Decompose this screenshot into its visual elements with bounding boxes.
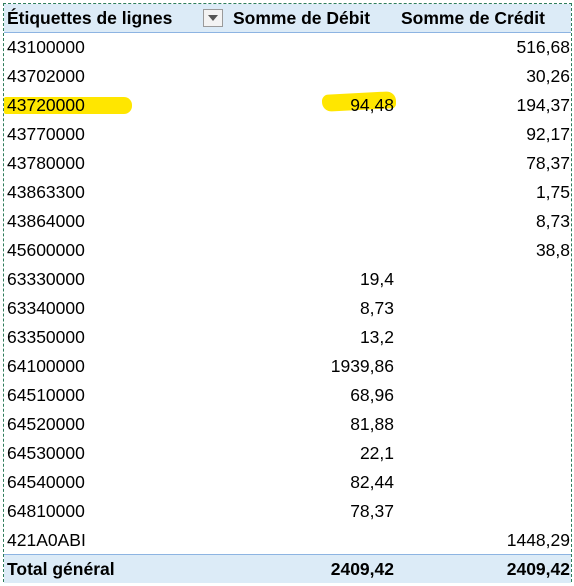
row-label-cell[interactable]: 43100000 — [7, 37, 85, 57]
credit-cell[interactable] — [399, 265, 570, 294]
credit-cell[interactable]: 78,37 — [526, 153, 570, 173]
table-row[interactable]: 43864000 8,73 — [4, 207, 571, 236]
row-label-cell[interactable]: 63350000 — [7, 327, 85, 347]
header-sum-credit[interactable]: Somme de Crédit — [401, 8, 545, 28]
header-row-labels[interactable]: Étiquettes de lignes — [7, 8, 173, 28]
row-label-cell[interactable]: 43780000 — [7, 153, 85, 173]
row-label-cell[interactable]: 63340000 — [7, 298, 85, 318]
credit-cell[interactable] — [399, 352, 570, 381]
credit-cell[interactable]: 1448,29 — [506, 530, 570, 550]
credit-cell[interactable]: 38,8 — [535, 240, 570, 260]
table-row[interactable]: 64100000 1939,86 — [4, 352, 571, 381]
grand-total-label: Total général — [7, 559, 115, 579]
debit-cell[interactable]: 68,96 — [350, 385, 394, 405]
row-label-cell[interactable]: 64510000 — [7, 385, 85, 405]
dropdown-arrow-icon — [208, 15, 218, 21]
row-label-cell[interactable]: 43864000 — [7, 211, 85, 231]
debit-cell[interactable]: 81,88 — [350, 414, 394, 434]
table-row[interactable]: 43780000 78,37 — [4, 149, 571, 178]
table-row[interactable]: 64540000 82,44 — [4, 468, 571, 497]
debit-cell[interactable]: 1939,86 — [330, 356, 394, 376]
row-label-cell[interactable]: 64100000 — [7, 356, 85, 376]
credit-cell[interactable]: 516,68 — [516, 37, 570, 57]
debit-cell[interactable] — [230, 149, 394, 178]
pivot-header-row: Étiquettes de lignes Somme de Débit Somm… — [4, 4, 571, 33]
credit-cell[interactable]: 30,26 — [526, 66, 570, 86]
debit-cell[interactable]: 8,73 — [359, 298, 394, 318]
row-labels-filter-button[interactable] — [203, 9, 223, 27]
row-label-cell[interactable]: 43702000 — [7, 66, 85, 86]
row-label-cell[interactable]: 64530000 — [7, 443, 85, 463]
credit-cell[interactable]: 92,17 — [526, 124, 570, 144]
debit-cell[interactable]: 82,44 — [350, 472, 394, 492]
debit-cell[interactable] — [230, 33, 394, 62]
table-row[interactable]: 63330000 19,4 — [4, 265, 571, 294]
row-label-cell[interactable]: 421A0ABI — [7, 530, 86, 550]
table-row[interactable]: 43770000 92,17 — [4, 120, 571, 149]
grand-total-credit: 2409,42 — [506, 559, 570, 579]
row-label-cell[interactable]: 64520000 — [7, 414, 85, 434]
credit-cell[interactable] — [399, 323, 570, 352]
row-label-cell[interactable]: 43863300 — [7, 182, 85, 202]
credit-cell[interactable] — [399, 410, 570, 439]
row-label-cell[interactable]: 43770000 — [7, 124, 85, 144]
debit-cell[interactable]: 78,37 — [350, 501, 394, 521]
table-row[interactable]: 64510000 68,96 — [4, 381, 571, 410]
debit-cell[interactable] — [230, 207, 394, 236]
credit-cell[interactable]: 8,73 — [535, 211, 570, 231]
credit-cell[interactable] — [399, 468, 570, 497]
debit-cell[interactable]: 94,48 — [350, 95, 394, 115]
debit-cell[interactable] — [230, 120, 394, 149]
table-row[interactable]: 45600000 38,8 — [4, 236, 571, 265]
credit-cell[interactable] — [399, 294, 570, 323]
table-row[interactable]: 64520000 81,88 — [4, 410, 571, 439]
credit-cell[interactable]: 194,37 — [516, 95, 570, 115]
debit-cell[interactable] — [230, 236, 394, 265]
credit-cell[interactable]: 1,75 — [535, 182, 570, 202]
highlighter-mark — [4, 97, 132, 114]
row-label-cell[interactable]: 64540000 — [7, 472, 85, 492]
credit-cell[interactable] — [399, 439, 570, 468]
table-row[interactable]: 64810000 78,37 — [4, 497, 571, 526]
credit-cell[interactable] — [399, 497, 570, 526]
grand-total-debit: 2409,42 — [330, 559, 394, 579]
row-label-cell[interactable]: 43720000 — [7, 95, 85, 115]
table-row[interactable]: 421A0ABI 1448,29 — [4, 526, 571, 555]
grand-total-row[interactable]: Total général 2409,42 2409,42 — [4, 554, 571, 583]
row-label-cell[interactable]: 64810000 — [7, 501, 85, 521]
debit-cell[interactable]: 22,1 — [359, 443, 394, 463]
pivot-table: Étiquettes de lignes Somme de Débit Somm… — [3, 3, 572, 583]
table-row[interactable]: 64530000 22,1 — [4, 439, 571, 468]
debit-cell[interactable]: 13,2 — [359, 327, 394, 347]
table-row[interactable]: 63340000 8,73 — [4, 294, 571, 323]
table-row[interactable]: 63350000 13,2 — [4, 323, 571, 352]
table-row[interactable]: 43863300 1,75 — [4, 178, 571, 207]
row-label-cell[interactable]: 63330000 — [7, 269, 85, 289]
row-label-cell[interactable]: 45600000 — [7, 240, 85, 260]
credit-cell[interactable] — [399, 381, 570, 410]
debit-cell[interactable] — [230, 526, 394, 555]
debit-cell[interactable] — [230, 178, 394, 207]
header-sum-debit[interactable]: Somme de Débit — [233, 8, 371, 28]
debit-cell[interactable] — [230, 62, 394, 91]
table-row[interactable]: 43100000 516,68 — [4, 33, 571, 62]
table-row[interactable]: 43702000 30,26 — [4, 62, 571, 91]
table-row[interactable]: 43720000 94,48 194,37 — [4, 91, 571, 120]
debit-cell[interactable]: 19,4 — [359, 269, 394, 289]
